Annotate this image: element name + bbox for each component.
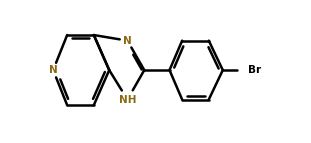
- Text: N: N: [49, 65, 58, 75]
- Text: N: N: [123, 36, 132, 46]
- Text: NH: NH: [119, 95, 136, 105]
- Text: Br: Br: [248, 65, 261, 75]
